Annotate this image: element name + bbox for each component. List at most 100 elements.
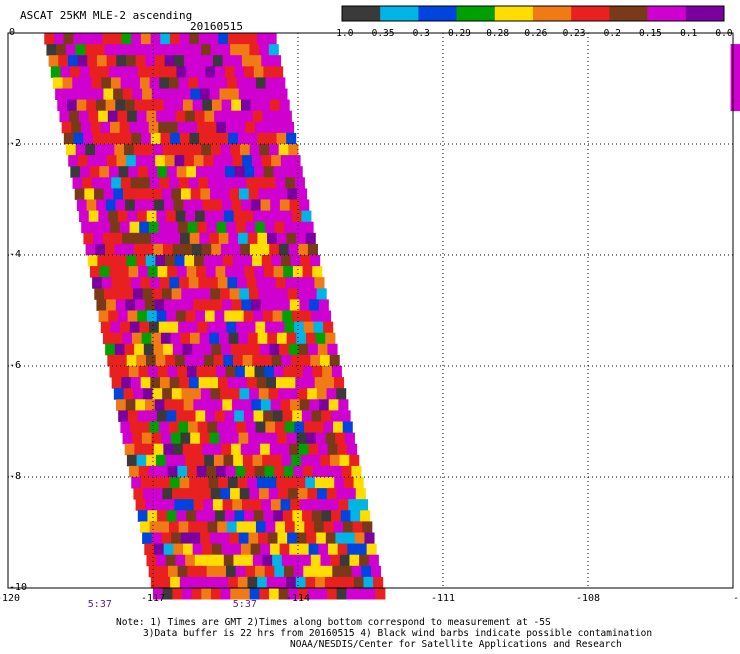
swath-cell bbox=[246, 177, 257, 189]
swath-cell bbox=[245, 221, 256, 234]
swath-cell bbox=[242, 155, 253, 167]
swath-cell bbox=[247, 332, 259, 345]
swath-cell bbox=[155, 155, 166, 167]
swath-cell bbox=[260, 543, 271, 556]
swath-cell bbox=[109, 166, 120, 178]
swath-cell bbox=[305, 477, 316, 489]
swath-cell bbox=[293, 565, 304, 578]
swath-cell bbox=[259, 243, 270, 256]
swath-cell bbox=[338, 399, 349, 411]
swath-cell bbox=[327, 588, 338, 600]
swath-cell bbox=[323, 321, 334, 334]
swath-cell bbox=[190, 88, 201, 100]
swath-cell bbox=[99, 166, 110, 178]
swath-cell bbox=[189, 232, 200, 245]
swath-cell bbox=[275, 421, 286, 433]
swath-cell bbox=[264, 565, 275, 578]
swath-cell bbox=[165, 454, 176, 467]
swath-cell bbox=[278, 388, 289, 400]
swath-cell bbox=[209, 332, 220, 345]
swath-cell bbox=[310, 454, 321, 467]
swath-cell bbox=[139, 221, 150, 234]
swath-cell bbox=[241, 55, 252, 67]
swath-cell bbox=[297, 388, 308, 400]
swath-cell bbox=[233, 110, 244, 123]
swath-cell bbox=[263, 166, 274, 178]
swath-cell bbox=[352, 521, 363, 533]
swath-cell bbox=[223, 354, 234, 367]
swath-cell bbox=[109, 121, 121, 134]
swath-cell bbox=[95, 243, 106, 256]
swath-cell bbox=[324, 377, 335, 389]
swath-cell bbox=[225, 166, 236, 178]
swath-cell bbox=[127, 210, 138, 223]
swath-cell bbox=[229, 188, 240, 200]
swath-cell bbox=[124, 144, 135, 156]
swath-cell bbox=[235, 366, 246, 378]
swath-cell bbox=[152, 188, 163, 200]
swath-cell bbox=[192, 99, 203, 112]
swath-cell bbox=[224, 66, 235, 78]
swath-cell bbox=[157, 266, 168, 278]
swath-cell bbox=[179, 576, 190, 589]
swath-cell bbox=[231, 443, 242, 456]
swath-cell bbox=[353, 477, 364, 489]
swath-cell bbox=[219, 288, 231, 300]
swath-cell bbox=[162, 388, 173, 400]
swath-cell bbox=[266, 277, 277, 289]
colorbar-swatch bbox=[609, 6, 648, 21]
swath-cell bbox=[152, 44, 163, 56]
swath-cell bbox=[68, 155, 79, 167]
swath-cell bbox=[322, 465, 333, 478]
swath-cell bbox=[305, 332, 317, 345]
swath-cell bbox=[266, 132, 277, 145]
swath-cell bbox=[302, 510, 313, 522]
swath-cell bbox=[286, 132, 297, 145]
swath-cell bbox=[205, 510, 216, 522]
swath-cell bbox=[183, 399, 194, 411]
swath-cell bbox=[269, 443, 280, 456]
swath-cell bbox=[270, 199, 281, 211]
swath-cell bbox=[171, 388, 182, 400]
swath-cell bbox=[299, 499, 310, 511]
swath-cell bbox=[113, 88, 124, 100]
swath-cell bbox=[269, 99, 281, 112]
swath-cell bbox=[232, 499, 243, 511]
swath-cell bbox=[200, 188, 211, 200]
swath-cell bbox=[730, 66, 740, 78]
swath-cell bbox=[246, 277, 257, 289]
swath-cell bbox=[318, 443, 329, 456]
swath-cell bbox=[282, 410, 293, 422]
swath-cell bbox=[167, 266, 178, 278]
swath-cell bbox=[85, 243, 96, 256]
swath-cell bbox=[253, 210, 264, 223]
swath-cell bbox=[301, 310, 312, 322]
swath-cell bbox=[132, 288, 144, 300]
swath-cell bbox=[268, 44, 279, 56]
swath-cell bbox=[298, 543, 310, 556]
swath-cell bbox=[136, 454, 147, 467]
swath-cell bbox=[213, 354, 224, 367]
swath-cell bbox=[189, 377, 200, 389]
swath-cell bbox=[140, 277, 151, 289]
swath-cell bbox=[273, 266, 284, 278]
swath-cell bbox=[312, 266, 323, 278]
swath-cell bbox=[125, 399, 136, 411]
swath-cell bbox=[127, 310, 138, 322]
swath-cell bbox=[179, 277, 190, 289]
swath-cell bbox=[289, 299, 300, 311]
swath-cell bbox=[234, 166, 245, 178]
swath-cell bbox=[226, 421, 237, 433]
swath-cell bbox=[337, 543, 348, 556]
swath-cell bbox=[361, 565, 372, 578]
swath-cell bbox=[153, 343, 164, 356]
swath-cell bbox=[133, 44, 144, 56]
swath-cell bbox=[96, 199, 107, 211]
swath-cell bbox=[143, 144, 154, 156]
swath-cell bbox=[151, 532, 162, 544]
swath-cell bbox=[229, 288, 240, 300]
swath-cell bbox=[197, 521, 209, 533]
swath-cell bbox=[236, 521, 247, 533]
swath-cell bbox=[253, 310, 264, 322]
swath-cell bbox=[191, 388, 202, 400]
